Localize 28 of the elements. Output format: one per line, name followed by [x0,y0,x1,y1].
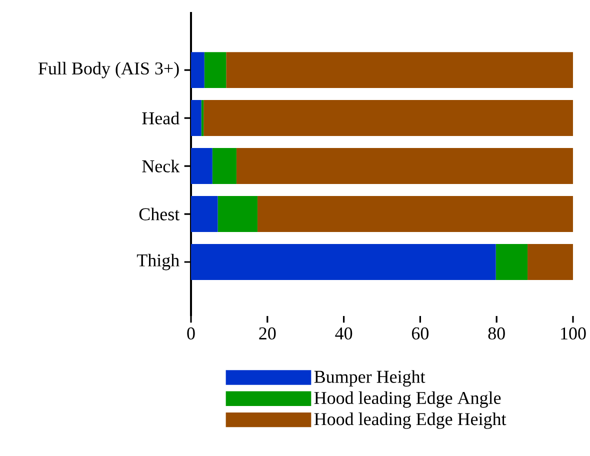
x-tick-label: 60 [412,327,429,340]
bar [191,244,496,280]
bar [528,244,573,280]
x-tick-label: 0 [187,327,195,340]
x-tick-label: 80 [488,327,505,340]
bar [236,148,573,184]
bar [191,148,212,184]
y-tick-label: Full Body (AIS 3+) [38,62,179,78]
legend-label: Hood leading Edge Angle [314,391,501,408]
x-tick-label: 20 [259,327,276,340]
x-tick-label: 100 [561,327,586,340]
bar [496,244,528,280]
bar [218,196,258,232]
bar [212,148,236,184]
bar [204,100,573,136]
bar [191,100,202,136]
x-tick-label: 40 [335,327,352,340]
legend-label: Bumper Height [314,370,426,387]
y-tick-label: Thigh [136,254,180,270]
legend-label: Hood leading Edge Height [314,412,506,429]
bar [257,196,573,232]
y-tick-label: Neck [142,160,180,172]
bar [191,52,204,88]
y-tick-label: Chest [139,208,180,220]
bar [191,196,218,232]
y-tick-label: Head [142,112,180,124]
bar [204,52,226,88]
bar [226,52,573,88]
